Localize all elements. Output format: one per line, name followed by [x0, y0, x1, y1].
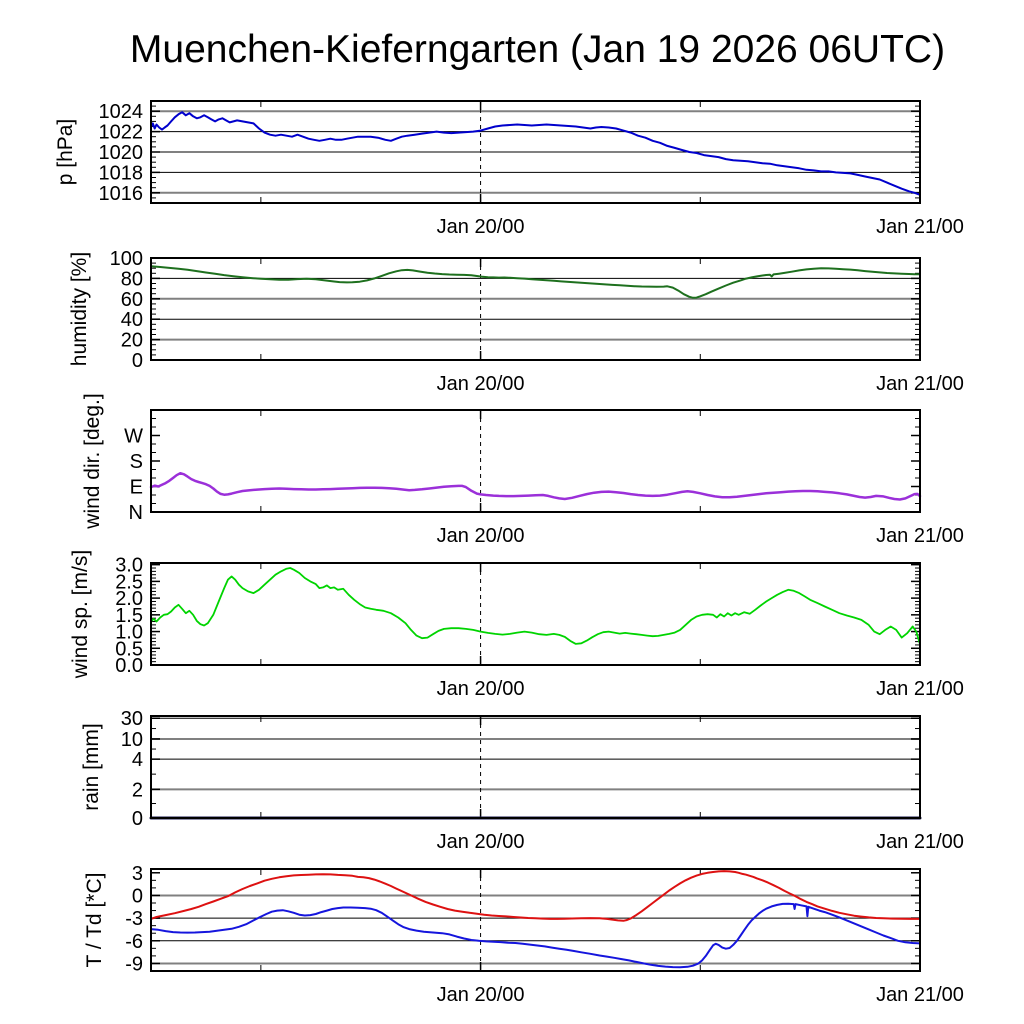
- panel-border: [150, 409, 921, 513]
- panel-border: [150, 715, 921, 819]
- y-tick-label: 60: [121, 289, 143, 311]
- panel-border: [150, 257, 921, 361]
- y-tick-label: 30: [121, 708, 143, 730]
- y-tick-label: 0: [132, 885, 143, 907]
- x-tick-label: Jan 20/00: [437, 984, 525, 1006]
- y-tick-label: 2: [132, 779, 143, 801]
- panel-wind-speed: Jan 20/00 Jan 21/00 3.02.52.01.51.00.50.0 w…: [69, 550, 964, 700]
- y-tick-label: 1020: [99, 142, 144, 164]
- panel-border: [150, 100, 921, 204]
- panel-border: [150, 868, 921, 972]
- x-tick-label: Jan 21/00: [876, 678, 964, 700]
- y-axis-label: wind sp. [m/s]: [69, 550, 92, 679]
- y-axis-label: wind dir. [deg.]: [81, 393, 104, 529]
- y-tick-label: 1018: [99, 162, 144, 184]
- series-dewpoint: [150, 902, 921, 969]
- series-wind-speed: [150, 567, 921, 646]
- series-pressure: [150, 111, 921, 196]
- y-tick-label: E: [130, 477, 143, 499]
- x-tick-label: Jan 21/00: [876, 525, 964, 547]
- x-tick-label: Jan 20/00: [437, 216, 525, 238]
- y-tick-label: 2.5: [115, 571, 143, 593]
- x-tick-label: Jan 21/00: [876, 216, 964, 238]
- y-tick-label: 10: [121, 729, 143, 751]
- y-tick-label: -6: [125, 931, 143, 953]
- y-tick-label: 1016: [99, 183, 144, 205]
- y-tick-label: -3: [125, 908, 143, 930]
- y-tick-label: 0.5: [115, 638, 143, 660]
- y-tick-label: W: [124, 426, 143, 448]
- series-wind-direction: [149, 471, 922, 501]
- series-temperature: [150, 870, 921, 922]
- y-tick-label: 0: [132, 350, 143, 372]
- x-tick-label: Jan 20/00: [437, 525, 525, 547]
- y-tick-label: 1.0: [115, 622, 143, 644]
- y-tick-label: 100: [110, 248, 143, 270]
- x-tick-label: Jan 20/00: [437, 831, 525, 853]
- y-axis-label: p [hPa]: [54, 119, 77, 186]
- x-tick-label: Jan 21/00: [876, 831, 964, 853]
- y-tick-label: 4: [132, 749, 143, 771]
- y-tick-label: 2.0: [115, 588, 143, 610]
- panel-temperature-dewpoint: Jan 20/00 Jan 21/00 30-3-6-9 T / Td [*C]: [83, 863, 964, 1006]
- y-axis-label: humidity [%]: [68, 252, 91, 366]
- x-tick-label: Jan 20/00: [437, 678, 525, 700]
- y-tick-label: 3: [132, 863, 143, 885]
- y-tick-label: S: [130, 451, 143, 473]
- y-tick-label: 1022: [99, 122, 144, 144]
- y-axis-label: rain [mm]: [80, 723, 103, 811]
- y-tick-label: 80: [121, 268, 143, 290]
- chart-title: Muenchen-Kieferngarten (Jan 19 2026 06UT…: [129, 28, 946, 71]
- series-humidity: [150, 265, 921, 299]
- y-tick-label: 0: [132, 808, 143, 830]
- y-tick-label: 20: [121, 330, 143, 352]
- y-tick-label: -9: [125, 953, 143, 975]
- y-tick-label: 40: [121, 309, 143, 331]
- y-tick-label: N: [129, 502, 143, 524]
- y-tick-label: 3.0: [115, 555, 143, 577]
- x-tick-label: Jan 20/00: [437, 373, 525, 395]
- x-tick-label: Jan 21/00: [876, 373, 964, 395]
- y-tick-label: 0.0: [115, 655, 143, 677]
- panel-border: [150, 562, 921, 666]
- x-tick-label: Jan 21/00: [876, 984, 964, 1006]
- y-tick-label: 1024: [99, 101, 144, 123]
- y-tick-label: 1.5: [115, 605, 143, 627]
- y-axis-label: T / Td [*C]: [83, 873, 106, 968]
